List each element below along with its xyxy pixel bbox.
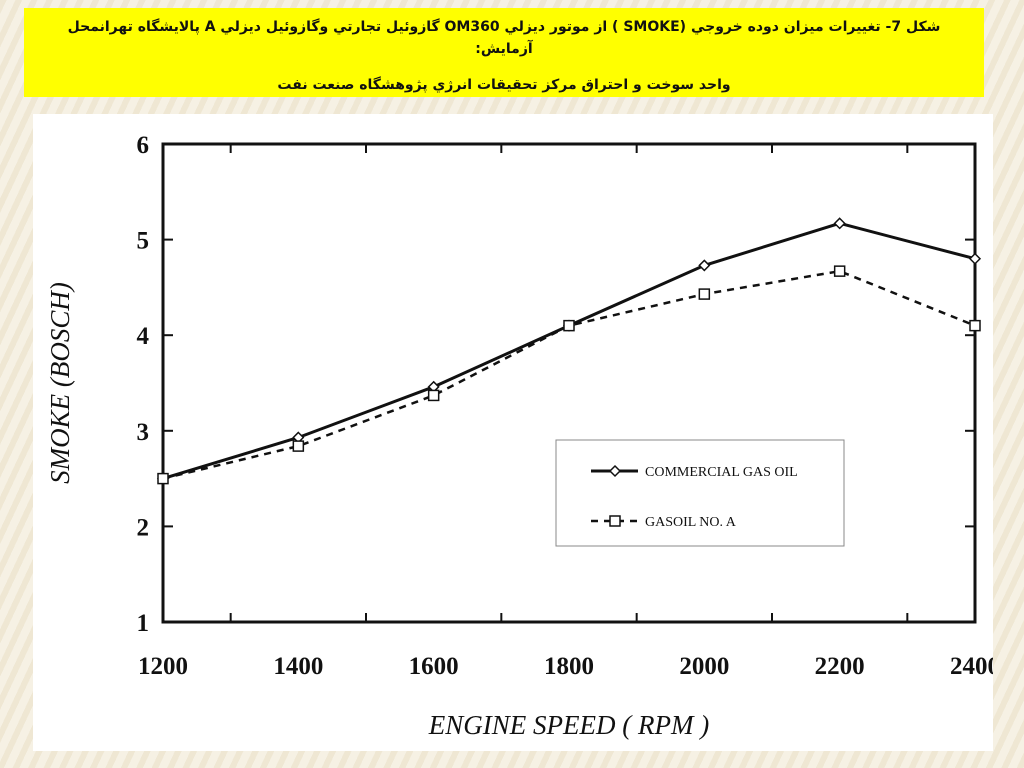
chart-figure: 1200 1400 1600 1800 2000 2200 2400 1 2 3 4 5 6 ENGINE… xyxy=(33,114,993,751)
series-1-point xyxy=(833,217,846,230)
legend-marker-1 xyxy=(608,464,622,478)
x-tick-label: 2200 xyxy=(815,653,865,680)
legend-marker-2 xyxy=(609,515,621,527)
y-tick-label: 1 xyxy=(137,610,150,637)
series-2-point xyxy=(427,389,440,402)
series-1-point xyxy=(698,259,711,272)
x-tick-label: 1800 xyxy=(544,653,594,680)
x-tick-label: 1200 xyxy=(138,653,188,680)
caption-line-1: شکل 7- تغییرات میزان دوده خروجي (SMOKE )… xyxy=(67,19,941,57)
legend-label-2: GASOIL NO. A xyxy=(645,515,737,530)
series-2-point xyxy=(833,265,846,277)
y-tick-label: 5 xyxy=(137,228,150,255)
caption-line-2: واحد سوخت و احتراق مرکز تحقیقات انرژي پژ… xyxy=(277,77,731,93)
x-tick-label: 2000 xyxy=(679,653,729,680)
x-tick-label: 1600 xyxy=(409,653,459,680)
x-axis-title: ENGINE SPEED ( RPM ) xyxy=(428,710,709,740)
series-2-point xyxy=(969,319,981,332)
series-2-point xyxy=(157,472,169,485)
y-tick-label: 4 xyxy=(137,323,150,350)
smoke-line-chart: 1200 1400 1600 1800 2000 2200 2400 1 2 3 4 5 6 ENGINE… xyxy=(45,132,993,740)
legend-box xyxy=(555,439,845,547)
x-tick-label: 2400 xyxy=(950,653,993,680)
plot-frame xyxy=(161,142,977,624)
series-2-point xyxy=(563,319,575,332)
series-1-point xyxy=(968,252,982,265)
x-tick-label: 1400 xyxy=(273,653,323,680)
y-tick-label: 6 xyxy=(137,132,150,159)
series-2-point xyxy=(698,288,711,300)
legend-label-1: COMMERCIAL GAS OIL xyxy=(645,465,798,480)
y-tick-label: 3 xyxy=(137,419,150,446)
y-axis-title: SMOKE (BOSCH) xyxy=(45,282,75,484)
series-2-point xyxy=(292,440,305,452)
y-tick-label: 2 xyxy=(137,514,150,541)
figure-caption: شکل 7- تغییرات میزان دوده خروجي (SMOKE )… xyxy=(24,8,984,97)
